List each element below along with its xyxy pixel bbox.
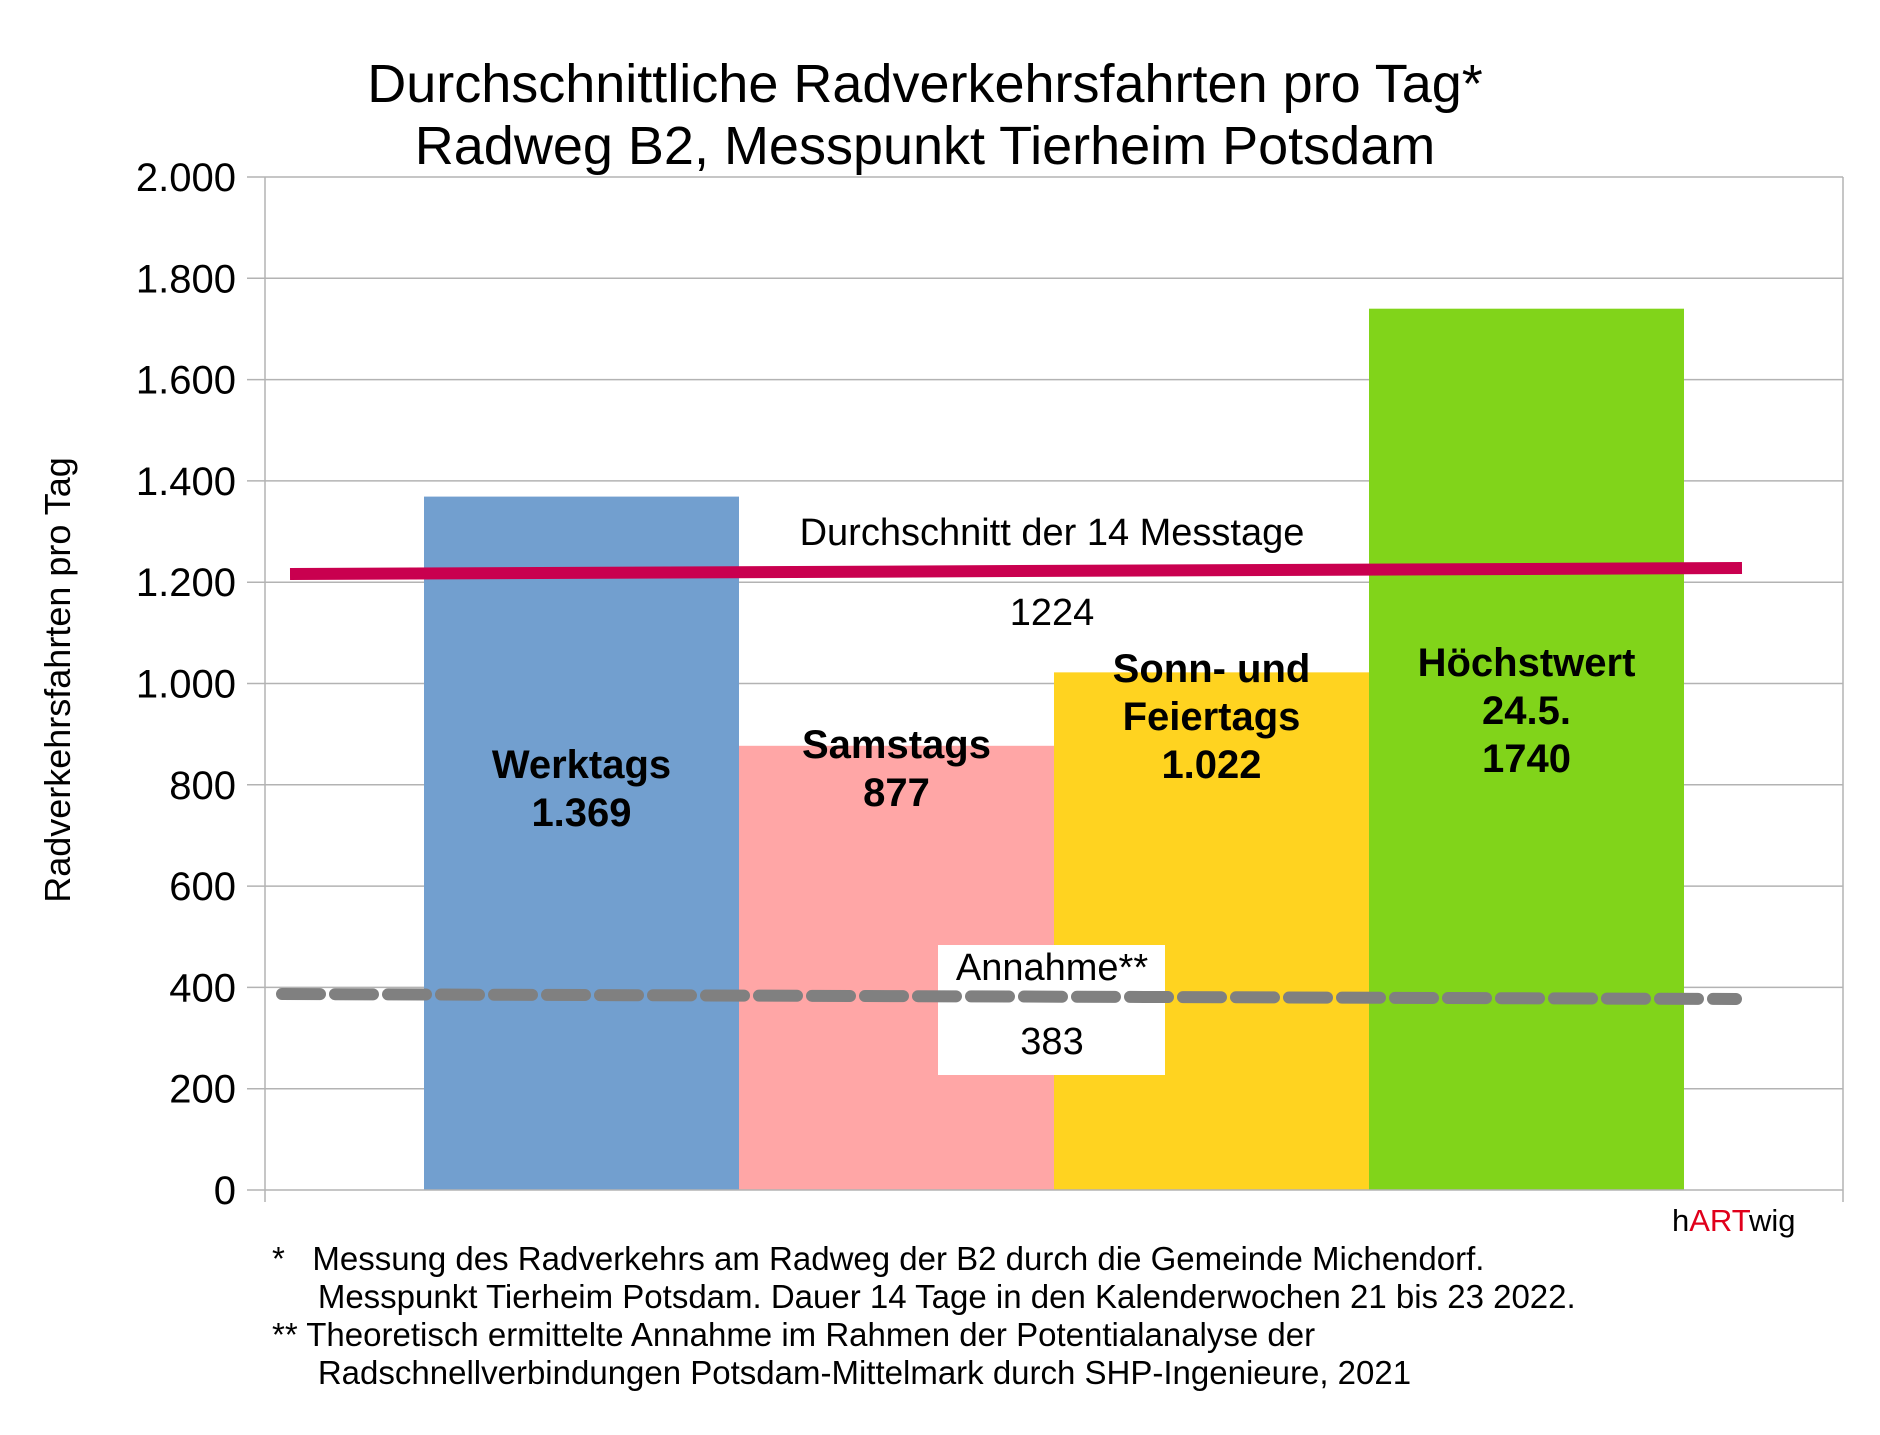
footnote-line-1: * Messung des Radverkehrs am Radweg der … (272, 1240, 1485, 1277)
chart-title: Durchschnittliche Radverkehrsfahrten pro… (367, 54, 1483, 176)
y-tick-label: 400 (169, 966, 236, 1010)
y-tick-label: 1.400 (136, 460, 236, 504)
chart-title-line-2: Radweg B2, Messpunkt Tierheim Potsdam (415, 116, 1435, 176)
bar-label-3: Sonn- und Feiertags 1.022 (1113, 647, 1311, 787)
y-tick-label: 1.600 (136, 359, 236, 403)
brand-pre: h (1672, 1203, 1690, 1238)
bar-label-line: 877 (863, 771, 930, 815)
y-tick-label: 200 (169, 1068, 236, 1112)
average-line-value: 1224 (1010, 592, 1095, 634)
bar-label-2: Samstags 877 (802, 723, 991, 815)
assumption-line-value: 383 (1020, 1021, 1083, 1063)
bar-3 (1054, 672, 1369, 1190)
bar-labels: Werktags 1.369 Samstags 877 Sonn- und Feierta… (492, 641, 1636, 835)
bar-label-line: 1.369 (531, 791, 631, 835)
y-tick-label: 1.200 (136, 561, 236, 605)
bar-label-1: Werktags 1.369 (492, 743, 671, 835)
y-tick-label: 1.000 (136, 663, 236, 707)
y-tick-label: 1.800 (136, 257, 236, 301)
brand-logo: hARTwig (1672, 1203, 1796, 1239)
chart-title-line-1: Durchschnittliche Radverkehrsfahrten pro… (367, 54, 1483, 114)
assumption-line (276, 988, 1742, 1006)
average-line-label: Durchschnitt der 14 Messtage (800, 512, 1305, 554)
bars (424, 308, 1684, 1190)
y-axis-label: Radverkehrsfahrten pro Tag (37, 457, 78, 903)
average-line (289, 562, 1743, 581)
footnote-line-2: Messpunkt Tierheim Potsdam. Dauer 14 Tag… (272, 1278, 1576, 1315)
bar-label-line: Werktags (492, 743, 671, 787)
y-tick-label: 600 (169, 865, 236, 909)
bar-label-line: Sonn- und (1113, 647, 1311, 691)
y-tick-label: 0 (214, 1169, 236, 1213)
y-tick-label: 800 (169, 764, 236, 808)
bar-4 (1369, 308, 1684, 1190)
bar-label-line: Samstags (802, 723, 991, 767)
axes: 0 200 400 600 800 1.000 1.200 1.400 1.600 1.800 2.… (136, 156, 1844, 1213)
bar-1 (424, 496, 739, 1190)
bar-label-line: 1740 (1482, 737, 1571, 781)
bar-label-line: Feiertags (1123, 695, 1301, 739)
y-tick-label: 2.000 (136, 156, 236, 200)
brand-mid: ART (1689, 1203, 1749, 1238)
footnote-line-3: ** Theoretisch ermittelte Annahme im Rah… (272, 1316, 1316, 1353)
assumption-label-box (938, 945, 1165, 1075)
bar-label-line: 24.5. (1482, 689, 1571, 733)
bar-label-4: Höchstwert 24.5. 1740 (1418, 641, 1636, 781)
bar-label-line: Höchstwert (1418, 641, 1636, 685)
footnote-line-4: Radschnellverbindungen Potsdam-Mittelmar… (272, 1354, 1412, 1391)
reference-lines: Durchschnitt der 14 Messtage 1224 Annahme*… (276, 512, 1743, 1075)
bar-label-line: 1.022 (1161, 743, 1261, 787)
assumption-line-label: Annahme** (956, 947, 1148, 989)
brand-post: wig (1748, 1203, 1796, 1238)
